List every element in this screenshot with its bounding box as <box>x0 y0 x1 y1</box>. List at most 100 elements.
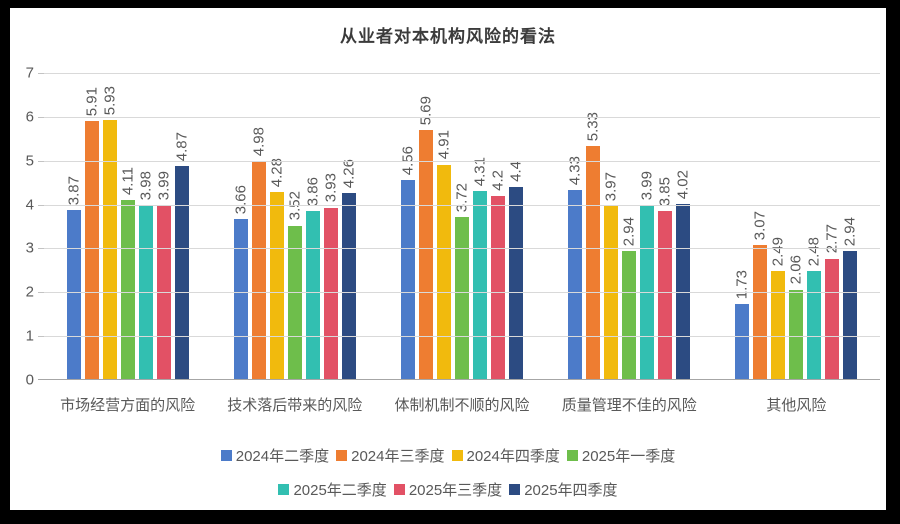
bar: 3.85 <box>657 177 674 380</box>
bar-value-label: 3.66 <box>232 185 250 215</box>
legend-label: 2025年三季度 <box>408 482 503 499</box>
legend-label: 2024年四季度 <box>466 448 560 465</box>
y-axis-tick <box>38 248 44 250</box>
legend-label: 2025年二季度 <box>293 482 387 499</box>
bar-value-label: 4.98 <box>250 127 268 157</box>
bar: 5.69 <box>418 96 435 380</box>
bar: 4.02 <box>675 170 692 380</box>
bar-value-label: 3.99 <box>155 170 173 201</box>
legend-item: 2024年四季度 <box>451 445 560 466</box>
bar-value-label: 4.11 <box>119 166 137 195</box>
x-axis-line <box>38 379 880 380</box>
bar-value-label: 2.49 <box>769 236 787 266</box>
bar-cluster: 4.56 5.694.91 3.724.314.24.4 <box>378 73 545 380</box>
y-axis-tick <box>38 204 44 206</box>
bar-value-label: 1.73 <box>733 269 751 300</box>
y-axis-tick <box>38 73 44 74</box>
legend-swatch-icon <box>220 450 232 461</box>
legend-item: 2024年三季度 <box>336 445 445 466</box>
bar-value-label: 4.91 <box>435 130 453 160</box>
bar: 3.52 <box>286 191 303 380</box>
bar: 5.93 <box>101 86 118 380</box>
plot-area: 3.87 5.91 5.93 4.11 3.98 3.99 4.87 3.66 4.98 4.28… <box>38 73 880 380</box>
legend-item: 2025年三季度 <box>393 479 503 500</box>
legend-row: 2024年二季度 2024年三季度 2024年四季度 2025年一季度 <box>10 445 886 466</box>
y-axis-tick-label: 4 <box>25 196 34 214</box>
bar-value-label: 5.93 <box>101 85 119 115</box>
bar-value-label: 4.4 <box>507 161 525 183</box>
y-axis-tick-labels: 0 1 2 3 4 5 6 7 <box>10 65 38 389</box>
bar: 2.94 <box>621 217 638 380</box>
bar-value-label: 4.87 <box>173 132 191 162</box>
bar: 4.11 <box>119 167 136 380</box>
x-axis-category-labels: 市场经营方面的风险 技术落后带来的风险 体制机制不顺的风险 质量管理不佳的风险 其他风险 <box>44 394 880 415</box>
bar: 5.33 <box>585 112 602 380</box>
y-axis-tick <box>38 336 44 338</box>
bar-value-label: 4.2 <box>489 169 507 191</box>
y-axis-tick-label: 2 <box>25 283 34 301</box>
bar: 4.4 <box>508 161 525 380</box>
bar-cluster: 4.33 5.33 3.97 2.94 3.99 3.85 4.02 <box>546 73 713 380</box>
gridline <box>44 204 880 206</box>
bar: 3.87 <box>65 176 82 380</box>
bar: 2.77 <box>824 224 841 380</box>
bar-cluster: 1.73 3.07 2.49 2.06 2.48 2.77 2.94 <box>713 73 880 380</box>
x-axis-category-label: 其他风险 <box>766 397 827 414</box>
legend-swatch-icon <box>566 450 578 461</box>
y-axis-tick-label: 0 <box>25 371 34 389</box>
legend-item: 2025年二季度 <box>278 479 387 500</box>
legend-item: 2024年二季度 <box>220 445 330 466</box>
legend-swatch-icon <box>509 484 521 495</box>
bar-value-label: 2.06 <box>787 255 805 285</box>
gridline <box>44 336 880 338</box>
legend-item: 2025年四季度 <box>509 479 618 500</box>
bar-value-label: 3.97 <box>602 171 620 201</box>
bar: 3.86 <box>304 177 321 380</box>
gridline <box>44 160 880 162</box>
bar: 3.07 <box>752 211 769 380</box>
bar-value-label: 4.28 <box>268 158 286 188</box>
bar: 1.73 <box>734 270 751 380</box>
bar-value-label: 5.91 <box>83 86 101 116</box>
bar-value-label: 3.72 <box>453 182 471 212</box>
bar-value-label: 3.98 <box>137 171 155 201</box>
legend-swatch-icon <box>393 484 405 495</box>
y-axis-tick-label: 1 <box>25 327 34 345</box>
bar: 2.06 <box>788 255 805 380</box>
x-axis-category-label: 体制机制不顺的风险 <box>394 397 530 414</box>
bar: 3.72 <box>454 183 471 380</box>
bar: 3.93 <box>322 173 339 380</box>
bar-value-label: 3.85 <box>656 176 674 207</box>
y-axis-tick-label: 6 <box>25 108 34 126</box>
bar: 3.66 <box>232 185 249 380</box>
chart-title: 从业者对本机构风险的看法 <box>340 27 556 47</box>
bar-value-label: 2.94 <box>620 216 638 247</box>
bar-clusters: 3.87 5.91 5.93 4.11 3.98 3.99 4.87 3.66 4.98 4.28… <box>44 73 880 380</box>
legend-label: 2025年四季度 <box>524 482 618 499</box>
bar: 4.91 <box>436 130 453 380</box>
x-axis-category-label: 质量管理不佳的风险 <box>561 397 697 414</box>
bar-cluster: 3.66 4.98 4.28 3.52 3.86 3.93 4.26 <box>211 73 378 380</box>
bar-value-label: 4.26 <box>340 158 358 189</box>
legend-swatch-icon <box>336 450 348 461</box>
gridline <box>44 248 880 250</box>
legend-item: 2025年一季度 <box>566 445 675 466</box>
bar: 5.91 <box>83 87 100 380</box>
bar-value-label: 4.02 <box>674 169 692 199</box>
bar: 4.33 <box>567 156 584 380</box>
legend-label: 2024年二季度 <box>235 448 330 465</box>
bar: 2.48 <box>806 237 823 380</box>
bar-value-label: 3.87 <box>65 176 83 206</box>
bar: 4.26 <box>340 159 357 380</box>
x-axis-category-label: 市场经营方面的风险 <box>60 397 196 414</box>
y-axis-tick-label: 3 <box>25 239 34 257</box>
legend: 2024年二季度 2024年三季度 2024年四季度 2025年一季度 2025年二季度… <box>10 445 886 510</box>
x-axis-category-label: 技术落后带来的风险 <box>227 397 363 414</box>
y-axis-tick <box>38 292 44 294</box>
gridline <box>44 292 880 294</box>
bar: 4.98 <box>250 127 267 380</box>
legend-swatch-icon <box>278 484 290 495</box>
y-axis-tick-label: 7 <box>25 64 34 82</box>
bar-value-label: 3.99 <box>638 170 656 201</box>
